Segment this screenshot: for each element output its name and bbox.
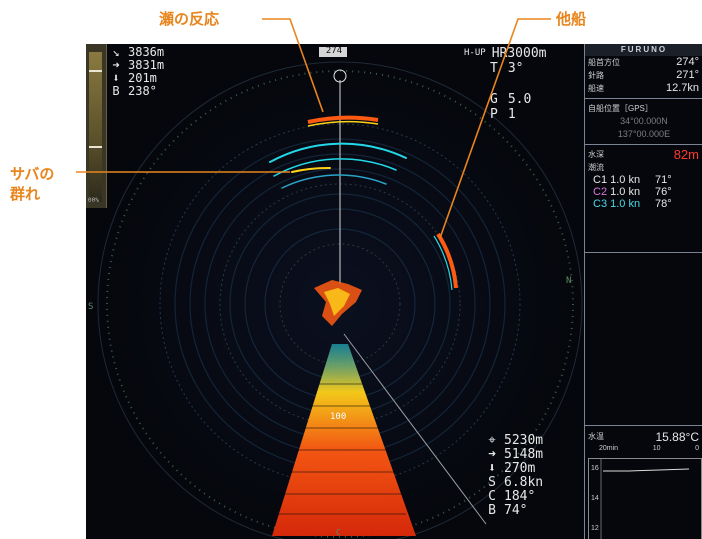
bottom-mark: C [336, 528, 341, 537]
water-temp-value: 15.88°C [655, 430, 700, 444]
target-readout: ⌖ 5230m ➜ 5148m ⬇ 270m S 6.8kn C 184° B 74° [484, 434, 543, 518]
slant-range-icon: ↘ [112, 45, 120, 59]
annotation-mackerel-line2: 群れ [10, 185, 41, 203]
divider [585, 98, 702, 99]
readout-row: ➜ 5148m [484, 448, 543, 462]
speed-row: 船速 12.7kn [588, 82, 699, 94]
readout-row: B 238° [110, 85, 164, 98]
horizontal-range-icon: ➜ [112, 58, 120, 72]
shoal-reaction-echo-inner [307, 120, 379, 127]
heading-box [319, 47, 347, 57]
current-row-c2: C2 1.0 kn 76° [593, 186, 672, 198]
readout-row: S 6.8kn [484, 476, 543, 490]
bearing-tick-ring [106, 70, 574, 538]
brand-logo: FURUNO [585, 44, 702, 56]
seabed-echo-banding [274, 383, 406, 515]
program-value: 1 [507, 107, 516, 122]
own-ship-clutter [314, 280, 362, 326]
annotation-shoal-reaction: 瀬の反応 [159, 10, 220, 28]
range-value: HR3000m [491, 46, 547, 61]
current-row-c3: C3 1.0 kn 78° [593, 198, 672, 210]
gain-gauge: 00% [86, 44, 107, 208]
readout-row: C 184° [484, 490, 543, 504]
bearing-label: B [112, 84, 120, 98]
seabed-echo-cone [272, 344, 416, 536]
position-label: 自船位置［GPS］ [588, 104, 653, 113]
other-ship-echo-edge [433, 235, 453, 291]
gauge-label: 00% [88, 197, 99, 204]
depth-row: 水深 82m [588, 147, 699, 162]
course-row: 針路 271° [588, 69, 699, 81]
gauge-mark [89, 70, 102, 72]
heading-row: 船首方位 274° [588, 56, 699, 68]
ship-position-marker [333, 69, 347, 83]
target-marker-line [343, 333, 487, 525]
north-label: N [566, 276, 572, 286]
graph-x-axis: 20min 10 0 [599, 445, 699, 452]
horizontal-range-icon: ➜ [488, 447, 496, 462]
depth-arrow-icon: ⬇ [488, 461, 496, 476]
readout-row: ⌖ 5230m [484, 434, 543, 448]
gain-value: 5.0 [507, 92, 532, 107]
south-label: S [88, 302, 94, 312]
heading-box-value: 274 [325, 46, 343, 56]
divider [585, 144, 702, 145]
course-label: C [488, 489, 496, 504]
data-panel: FURUNO 船首方位 274° 針路 271° 船速 12.7kn 自船位置［GPS… [584, 44, 702, 539]
water-temp-trace [600, 459, 690, 539]
gauge-mark [89, 146, 102, 148]
current-row-c1: C1 1.0 kn 71° [593, 174, 672, 186]
latitude-value: 34°00.000N [620, 116, 668, 126]
bearing-label: B [488, 503, 496, 518]
display-mode: H-UP [464, 48, 486, 58]
current-label: 潮流 [588, 163, 604, 172]
divider [585, 252, 702, 253]
cursor-readout: ↘ 3836m ➜ 3831m ⬇ 201m B 238° [110, 46, 164, 98]
longitude-value: 137°00.000E [617, 129, 671, 139]
readout-row: ➜ 3831m [110, 59, 164, 72]
range-mark: 100 [330, 412, 347, 422]
divider [585, 425, 702, 426]
annotation-other-ship: 他船 [556, 10, 587, 28]
tilt-value: 3° [507, 61, 524, 76]
speed-label: S [488, 475, 496, 490]
depth-arrow-icon: ⬇ [112, 71, 120, 85]
depth-value: 82m [673, 147, 699, 162]
shoal-reaction-echo [307, 115, 379, 124]
mackerel-school-echo [269, 142, 407, 189]
target-marker-icon: ⌖ [488, 433, 496, 448]
readout-row: ↘ 3836m [110, 46, 164, 59]
gain-gauge-bar [89, 52, 102, 202]
readout-row: B 74° [484, 504, 543, 518]
readout-row: ⬇ 270m [484, 462, 543, 476]
readout-row: ⬇ 201m [110, 72, 164, 85]
water-temp-row: 水温 15.88°C [588, 430, 700, 444]
annotation-mackerel-line1: サバの [10, 165, 55, 183]
